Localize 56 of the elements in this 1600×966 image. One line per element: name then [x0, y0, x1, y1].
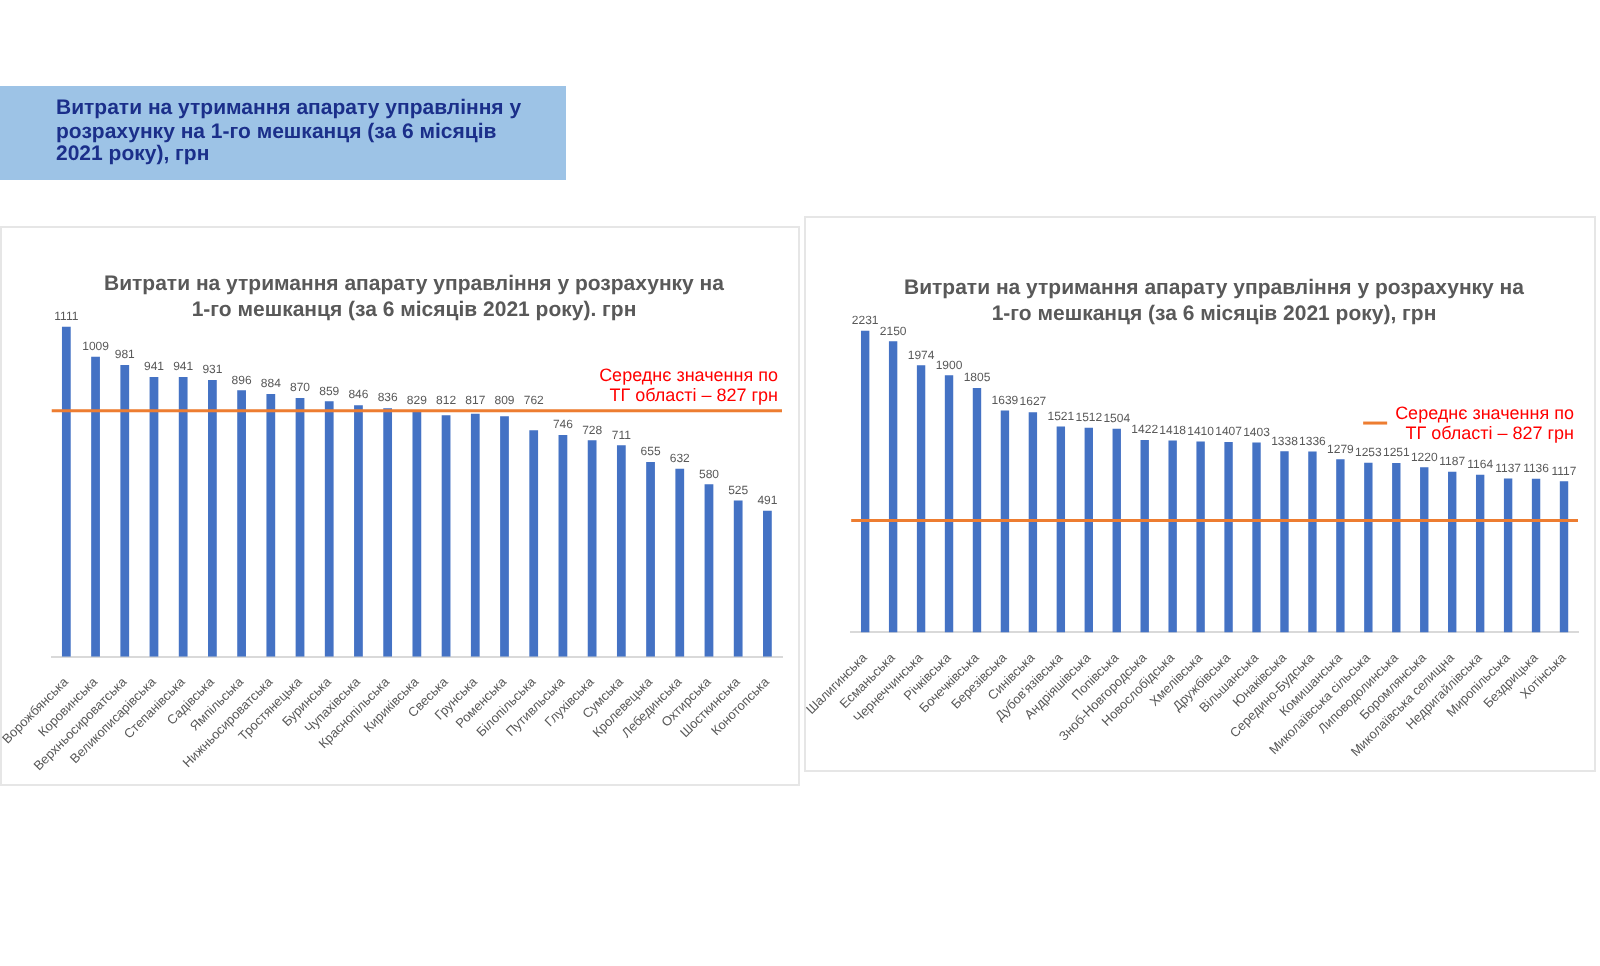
bar [266, 393, 276, 657]
bar [1420, 467, 1429, 633]
bar [237, 390, 246, 657]
bar [441, 415, 451, 657]
bar [733, 500, 743, 657]
bar [412, 410, 422, 657]
bar [529, 430, 539, 657]
bar [383, 408, 393, 657]
ref-line-label: Середнє значення по ТГ області – 827 грн [599, 364, 779, 405]
bar [61, 326, 71, 657]
bar [1475, 474, 1485, 633]
bar [1000, 410, 1010, 633]
bar [500, 416, 509, 657]
bar [1280, 451, 1289, 633]
bar [675, 468, 685, 657]
bar [916, 365, 926, 633]
bar [1028, 412, 1038, 633]
bar [149, 376, 159, 657]
text: Витрати на утримання апарату управління у розрахунку на 1-го мешканця (за 6 місяців 2021 року), грн [56, 96, 524, 167]
bar [1308, 451, 1317, 633]
bar [860, 330, 870, 633]
bar [616, 445, 626, 657]
bar [587, 440, 597, 657]
bar [763, 510, 772, 657]
bar [1531, 478, 1541, 633]
bar [324, 401, 334, 657]
bar [91, 356, 100, 657]
chart-title: Витрати на утримання апарату управління у розрахунку на 1-го мешканця (за 6 місяців 2021 року), грн [904, 276, 1525, 326]
bar [1112, 428, 1121, 633]
bar [1196, 441, 1205, 633]
bar [1084, 427, 1093, 633]
bar [1559, 481, 1569, 633]
bar [208, 379, 217, 657]
bar [558, 434, 568, 657]
bar [646, 461, 655, 657]
bar [1224, 441, 1233, 633]
bar [972, 388, 982, 633]
bar [120, 365, 130, 657]
bar [944, 375, 954, 633]
bar [1140, 439, 1149, 633]
bar [1448, 471, 1457, 633]
chart-title: Витрати на утримання апарату управління у розрахунку на 1-го мешканця (за 6 місяців 2021 року). грн [104, 272, 725, 322]
bar [295, 398, 305, 657]
bar [470, 413, 480, 657]
bar [1056, 426, 1066, 633]
bar [1364, 462, 1373, 633]
bar [888, 341, 898, 633]
bar [704, 484, 714, 657]
bar [354, 405, 363, 657]
bar [1503, 478, 1513, 633]
bar [1252, 442, 1261, 633]
bar [1336, 459, 1345, 633]
bar [178, 376, 188, 657]
bar [1168, 440, 1177, 633]
legend-label: Середнє значення по ТГ області – 827 грн [1395, 403, 1575, 444]
bar [1392, 463, 1401, 633]
